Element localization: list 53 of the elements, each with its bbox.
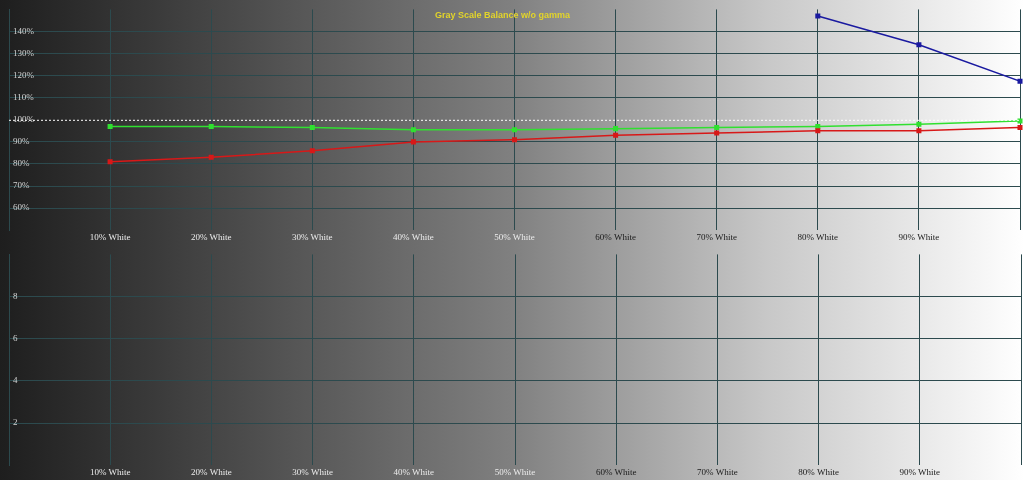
- y-tick-label: 6: [13, 333, 18, 344]
- y-tick-label: 100%: [13, 114, 35, 125]
- x-tick-label: 60% White: [595, 466, 637, 477]
- y-tick-label: 80%: [13, 158, 30, 169]
- point: [1017, 125, 1023, 131]
- x-tick-label: 10% White: [89, 466, 131, 477]
- point: [916, 42, 922, 48]
- x-tick-label: 50% White: [494, 231, 535, 242]
- x-tick-label: 40% White: [393, 231, 434, 242]
- point: [916, 128, 922, 134]
- x-tick-label: 60% White: [595, 231, 636, 242]
- point: [815, 13, 821, 19]
- point: [916, 121, 922, 127]
- x-tick-label: 30% White: [292, 466, 333, 477]
- point: [208, 154, 214, 160]
- y-tick-label: 110%: [13, 92, 35, 103]
- x-tick-label: 90% White: [899, 466, 941, 477]
- x-tick-label: 80% White: [798, 466, 839, 477]
- x-tick-label: 70% White: [696, 231, 737, 242]
- x-tick-label: 40% White: [393, 466, 435, 477]
- y-tick-label: 120%: [13, 70, 35, 80]
- point: [410, 127, 416, 133]
- x-tick-label: 10% White: [89, 231, 131, 242]
- x-tick-label: 20% White: [190, 231, 232, 242]
- y-tick-label: 70%: [13, 180, 30, 191]
- x-tick-label: 30% White: [292, 231, 333, 242]
- point: [613, 132, 619, 138]
- point: [1017, 78, 1023, 84]
- point: [208, 123, 214, 129]
- point: [714, 130, 720, 136]
- x-tick-label: 90% White: [898, 231, 940, 242]
- y-tick-label: 140%: [13, 25, 35, 36]
- point: [511, 127, 518, 133]
- point: [107, 159, 113, 165]
- x-tick-label: 50% White: [494, 466, 536, 477]
- point: [613, 126, 619, 132]
- y-tick-label: 130%: [13, 47, 35, 58]
- y-tick-label: 4: [13, 375, 18, 386]
- y-tick-label: 8: [13, 290, 18, 301]
- y-tick-label: 2: [13, 417, 18, 428]
- x-tick-label: 80% White: [797, 231, 839, 242]
- x-tick-label: 70% White: [697, 466, 738, 477]
- point: [714, 125, 720, 131]
- y-tick-label: 60%: [13, 202, 30, 213]
- point: [107, 123, 113, 129]
- point: [511, 137, 518, 143]
- point: [309, 148, 315, 154]
- point: [1017, 118, 1023, 124]
- point: [815, 128, 821, 134]
- y-tick-label: 90%: [13, 136, 30, 147]
- point: [309, 125, 315, 131]
- x-tick-label: 20% White: [191, 466, 232, 477]
- point: [410, 139, 416, 145]
